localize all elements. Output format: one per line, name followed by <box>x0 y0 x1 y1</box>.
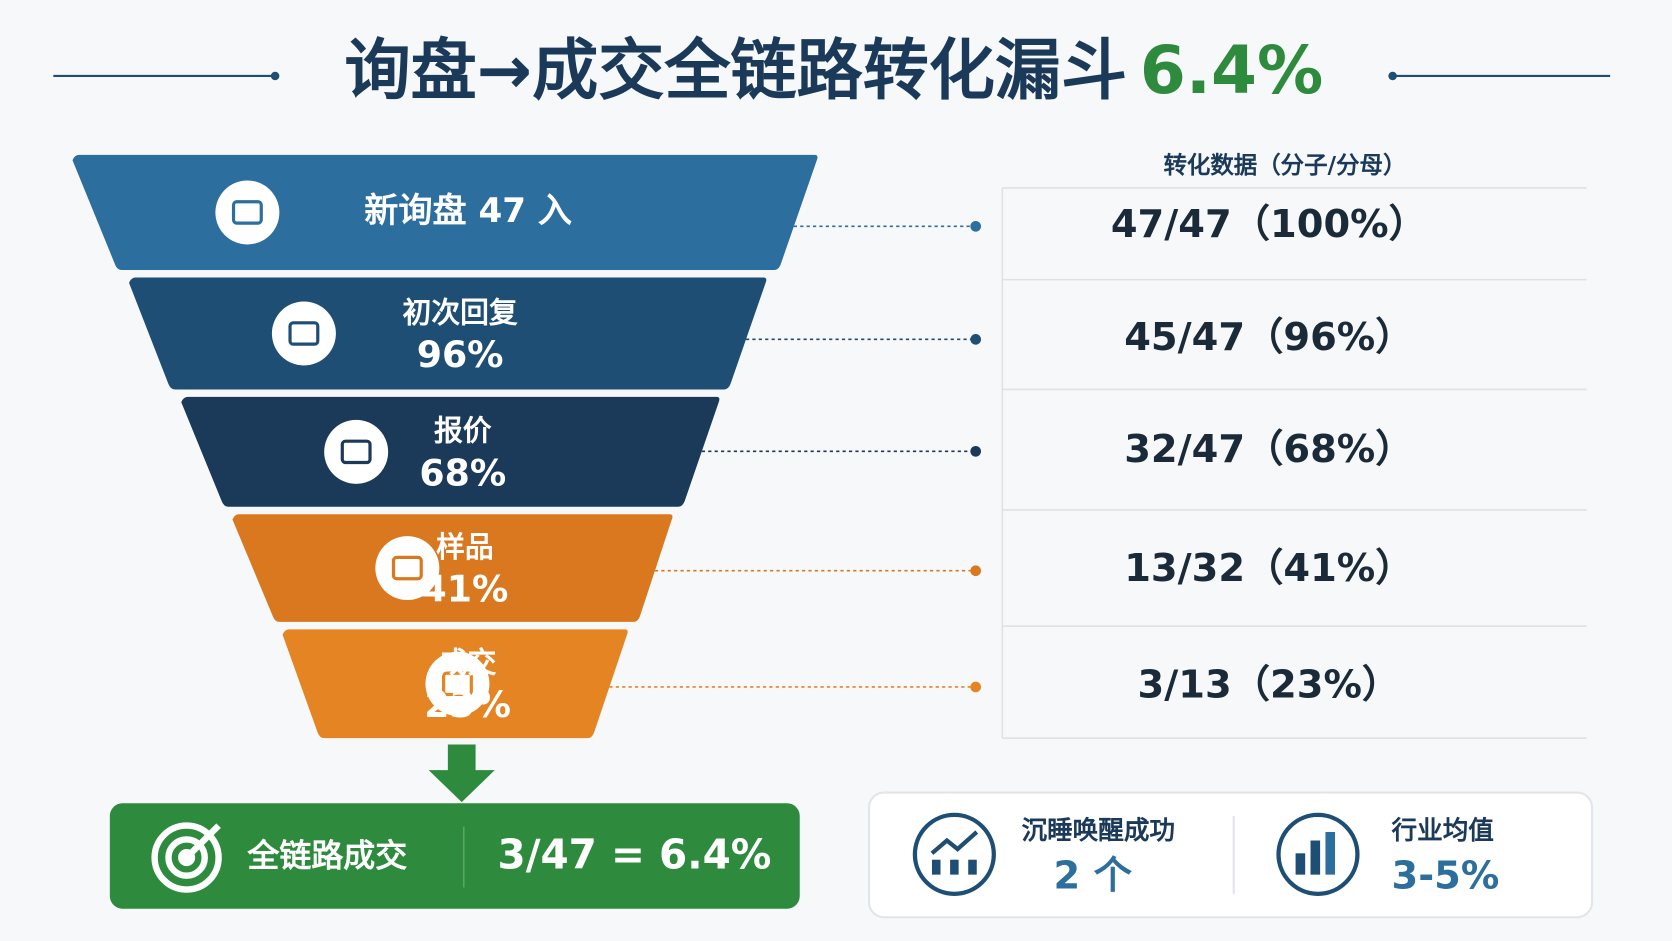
stage-label: 报价 <box>434 414 492 448</box>
down-arrow <box>428 744 495 803</box>
table-row: 3/13（23%） <box>1138 662 1401 707</box>
summary-value: 3/47 = 6.4% <box>498 831 772 879</box>
title-text: 询盘→成交全链路转化漏斗 <box>344 32 1127 109</box>
connector-dot <box>970 681 982 693</box>
stage-icon <box>324 419 389 484</box>
stage-icon-glyph <box>288 321 320 346</box>
title-rule-dot <box>270 71 280 81</box>
stage-label: 成交 <box>439 646 497 680</box>
stage-value: 96% <box>417 333 504 376</box>
title-rule-dot <box>1388 71 1397 81</box>
stage-icon <box>375 536 440 601</box>
table-row: 47/47（100%） <box>1111 202 1427 247</box>
table: 47/47（100%） 45/47（96%） 32/47（68%） 13/32（41%… <box>1001 187 1587 739</box>
stage-value: 68% <box>419 451 506 494</box>
stat-label: 沉睡唤醒成功 <box>1022 816 1175 846</box>
connector-dot <box>970 565 982 577</box>
benchmark-icon <box>1276 812 1360 896</box>
stage-icon <box>215 180 280 245</box>
growth-icon <box>912 812 996 896</box>
funnel-stage <box>181 396 720 507</box>
title: 询盘→成交全链路转化漏斗 6.4% <box>344 32 1323 109</box>
summary-label: 全链路成交 <box>246 837 407 875</box>
table-row: 45/47（96%） <box>1124 315 1413 360</box>
table-row: 13/32（41%） <box>1124 546 1413 591</box>
funnel-stage <box>129 277 767 390</box>
stage-label: 新询盘 47 入 <box>364 191 572 231</box>
title-highlight: 6.4% <box>1140 32 1323 109</box>
connector-dot <box>970 334 982 345</box>
stat-label: 行业均值 <box>1391 815 1494 846</box>
stage-value: 41% <box>422 568 509 611</box>
summary-box <box>109 803 800 909</box>
stage-icon-glyph <box>391 555 423 581</box>
stat-value: 2 个 <box>1054 853 1133 898</box>
stage-value: 23% <box>424 683 511 726</box>
stage-icon <box>271 301 336 366</box>
stage-icon-glyph <box>231 200 263 225</box>
stat-value: 3-5% <box>1392 853 1500 898</box>
connector-dot <box>970 220 982 232</box>
table-row: 32/47（68%） <box>1124 427 1413 472</box>
stage-label: 样品 <box>436 530 494 564</box>
target-icon <box>151 822 222 893</box>
stage-icon <box>425 651 490 716</box>
funnel-stage <box>232 514 673 622</box>
stage-icon-glyph <box>340 439 372 465</box>
stage-label: 初次回复 <box>403 295 518 329</box>
table-header: 转化数据（分子/分母） <box>1163 151 1406 179</box>
stage-icon-glyph <box>441 671 473 697</box>
connector-dot <box>970 445 982 457</box>
stats-box <box>867 791 1594 919</box>
